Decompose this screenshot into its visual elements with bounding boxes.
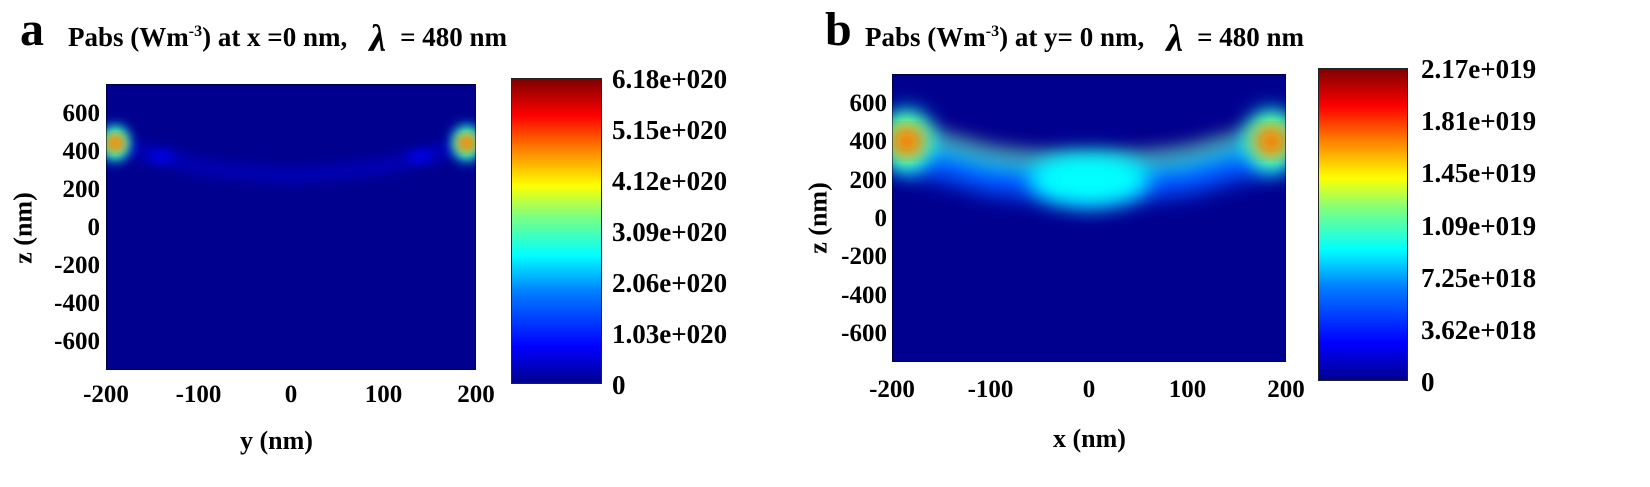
panel-letter: a [20, 3, 44, 56]
hotspot [106, 125, 130, 161]
x-tick-label: -200 [869, 376, 915, 403]
x-tick-label: -100 [967, 376, 1014, 403]
colorbar-label: 2.06e+020 [612, 268, 728, 298]
panel-title: Pabs (Wm-3) at x =0 nm, λ = 480 nm [68, 12, 507, 60]
colorbar-label: 2.17e+019 [1421, 54, 1537, 84]
colorbar-label: 3.62e+018 [1421, 314, 1537, 345]
y-axis-label: z (nm) [8, 192, 38, 264]
heatmap-canvas [892, 74, 1286, 362]
y-tick-label: -400 [54, 290, 100, 318]
colorbar-label: 1.09e+019 [1421, 210, 1537, 241]
hotspot-core [1257, 131, 1286, 152]
heatmap-background [106, 84, 476, 370]
hotspot-core [408, 151, 433, 162]
panel-letter: b [825, 3, 852, 56]
hotspot-core [459, 137, 475, 149]
colorbar [1318, 68, 1408, 381]
heatmap-plot [892, 74, 1286, 362]
title-suffix: ) at y= 0 nm, [999, 22, 1145, 52]
heatmap-canvas [106, 84, 476, 370]
y-tick-label: 400 [62, 137, 101, 165]
lambda-symbol: λ [369, 18, 387, 60]
panel-a: a Pabs (Wm-3) at x =0 nm, λ = 480 nm 600 40… [8, 3, 728, 455]
lambda-symbol: λ [1166, 18, 1184, 60]
y-tick-label: -600 [841, 320, 887, 348]
colorbar-label: 5.15e+020 [612, 115, 728, 145]
hotspot [408, 151, 433, 162]
x-tick-label: 0 [284, 381, 298, 408]
y-tick-label: 0 [874, 205, 888, 232]
y-tick-label: 200 [849, 166, 888, 194]
title-sup: -3 [985, 23, 1000, 40]
y-axis-label: z (nm) [803, 182, 833, 254]
x-tick-label: 200 [457, 381, 495, 408]
colorbar-label: 7.25e+018 [1421, 262, 1537, 293]
x-tick-label: 200 [1267, 376, 1305, 403]
hotspot [1029, 152, 1149, 207]
hotspot-core [1029, 152, 1149, 207]
lambda-value: = 480 nm [1197, 22, 1304, 52]
heatmap-plot [106, 84, 476, 370]
heatmap-background [892, 74, 1286, 362]
panel-title: Pabs (Wm-3) at y= 0 nm, λ = 480 nm [865, 12, 1304, 60]
colorbar-label: 1.45e+019 [1421, 158, 1537, 189]
y-tick-label: -400 [841, 281, 887, 309]
absorbing-layer-upper [892, 125, 1286, 180]
colorbar-label: 3.09e+020 [612, 217, 728, 247]
hotspot [149, 151, 174, 162]
hotspot-core [892, 131, 921, 152]
colorbar [511, 78, 602, 384]
colorbar-label: 1.03e+020 [612, 319, 728, 349]
hotspot-core [107, 137, 123, 149]
hotspot [452, 125, 476, 161]
panel-b: b Pabs (Wm-3) at y= 0 nm, λ = 480 nm 600 40… [804, 0, 1650, 487]
x-tick-label: 0 [1082, 376, 1096, 403]
y-tick-label: 600 [62, 99, 101, 127]
x-axis-label: y (nm) [240, 426, 313, 455]
colorbar-label: 0 [612, 370, 626, 400]
x-axis-label: x (nm) [1053, 424, 1126, 453]
y-tick-label: 600 [849, 89, 888, 117]
colorbar-label: 4.12e+020 [612, 166, 728, 196]
y-tick-label: 0 [87, 214, 101, 241]
y-tick-label: 400 [849, 128, 888, 156]
x-tick-label: 100 [364, 381, 403, 408]
x-tick-label: -200 [83, 381, 129, 408]
colorbar-label: 1.81e+019 [1421, 106, 1537, 137]
y-tick-label: -200 [841, 243, 887, 271]
title-sup: -3 [188, 23, 203, 40]
y-tick-label: -200 [54, 252, 100, 280]
lambda-value: = 480 nm [400, 22, 507, 52]
colorbar-label: 0 [1421, 367, 1435, 397]
title-suffix: ) at x =0 nm, [202, 22, 348, 52]
colorbar-label: 6.18e+020 [612, 64, 728, 94]
title-prefix: Pabs (Wm [68, 22, 189, 52]
hotspot [892, 109, 933, 174]
title-prefix: Pabs (Wm [865, 22, 986, 52]
x-tick-label: 100 [1168, 376, 1207, 403]
hotspot-core [149, 151, 174, 162]
y-tick-label: -600 [54, 328, 100, 356]
hotspot [1245, 109, 1286, 174]
y-tick-label: 200 [62, 175, 101, 203]
absorbing-layer [106, 137, 476, 184]
x-tick-label: -100 [175, 381, 222, 408]
